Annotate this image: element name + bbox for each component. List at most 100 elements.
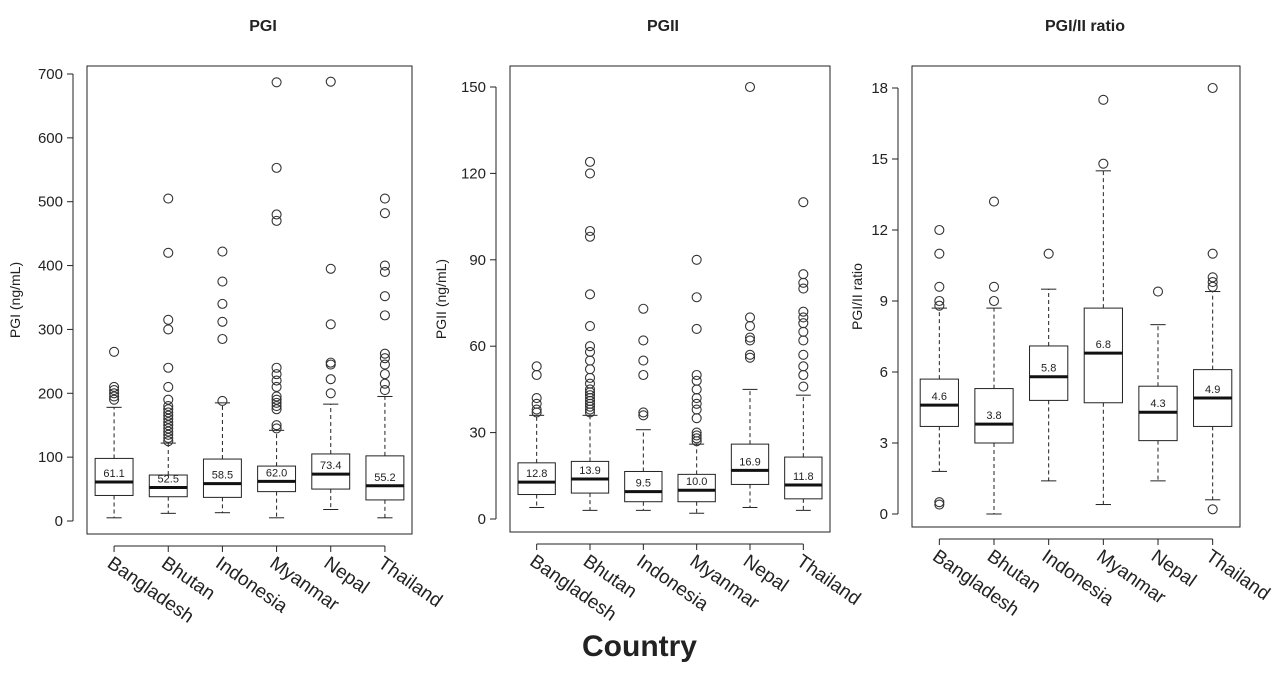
chart2-y-tick-label: 90 [469, 252, 486, 269]
chart2-outlier-point [691, 427, 702, 438]
chart1-outlier-point [271, 162, 282, 173]
chart3-outlier-point [1043, 248, 1054, 259]
chart2-box-myanmar [677, 473, 716, 503]
chart2-outlier-point [798, 277, 809, 288]
chart1-outlier-point [109, 394, 120, 405]
chart1-outlier-point [379, 348, 390, 359]
chart1-outlier-point [109, 381, 120, 392]
chart1-outlier-point [109, 346, 120, 357]
chart3-box-myanmar [1083, 307, 1123, 404]
chart3-median-label: 4.3 [1150, 398, 1165, 410]
chart2-outlier-point [584, 156, 596, 167]
chart1-outlier-point [325, 263, 336, 274]
chart2-outlier-point [798, 283, 809, 294]
chart3-outlier-point [1207, 277, 1218, 288]
chart1-outlier-point [163, 410, 174, 421]
chart1-median-label: 58.5 [212, 470, 233, 482]
chart1-median-label: 73.4 [320, 460, 341, 472]
chart1-outlier-point [271, 209, 282, 220]
chart1-outlier-point [325, 388, 336, 399]
chart1-outlier-point [163, 429, 174, 440]
chart2-outlier-point [584, 320, 596, 332]
chart1-outlier-point [217, 246, 228, 257]
chart2-outlier-point [798, 312, 809, 323]
chart1-outlier-point [271, 394, 282, 405]
chart1-title: PGI [249, 18, 277, 35]
chart2-outlier-point [798, 335, 809, 346]
chart2-outlier-point [584, 168, 596, 179]
chart1-y-tick-label: 600 [38, 130, 63, 147]
chart2-outlier-point [638, 303, 649, 314]
chart2-outlier-point [744, 81, 756, 93]
chart1-outlier-point [271, 404, 282, 415]
chart1-y-tick-label: 500 [38, 194, 63, 211]
chart1-outlier-point [379, 291, 390, 302]
chart3-outlier-point [934, 224, 945, 236]
chart2-outlier-point [744, 320, 756, 332]
chart2-outlier-point [691, 430, 702, 441]
chart1-outlier-point [163, 314, 174, 325]
chart2-x-tick-label: Thailand [792, 551, 864, 610]
chart3-outlier-point [1207, 272, 1218, 283]
chart2-y-tick-label: 30 [469, 425, 486, 442]
chart1-y-tick-label: 400 [38, 258, 63, 275]
chart1-outlier-point [163, 324, 174, 335]
chart2-outlier-point [584, 341, 596, 352]
chart1-outlier-point [271, 423, 282, 434]
chart1-outlier-point [379, 369, 390, 380]
chart1-outlier-point [163, 247, 174, 258]
chart3-outlier-point [934, 300, 945, 311]
chart2-outlier-point [584, 378, 596, 389]
chart2-outlier-point [798, 306, 809, 317]
chart2-outlier-point [584, 225, 596, 237]
chart2-outlier-point [691, 398, 702, 409]
chart3-outlier-point [988, 196, 1000, 207]
chart2-outlier-point [531, 398, 542, 409]
chart1-box-thailand [365, 455, 405, 501]
chart2-y-axis-label: PGII (ng/mL) [433, 259, 449, 339]
chart2-outlier-point [638, 355, 649, 366]
chart2-outlier-point [691, 323, 702, 334]
chart2-box-indonesia [624, 470, 663, 503]
chart1-y-tick-label: 300 [38, 321, 63, 338]
chart2-box-thailand [784, 456, 823, 500]
chart2-outlier-point [691, 369, 702, 381]
chart3-outlier-point [934, 295, 945, 307]
chart2-outlier-point [744, 335, 756, 346]
chart2-box-bhutan [570, 460, 610, 494]
chart3-outlier-point [934, 497, 945, 508]
chart2-outlier-point [691, 433, 702, 444]
chart1-median-label: 55.2 [374, 472, 395, 484]
chart1-outlier-point [379, 208, 390, 219]
chart1-outlier-point [379, 193, 390, 204]
chart2-outlier-point [798, 269, 809, 280]
chart1-outlier-point [271, 420, 282, 431]
chart3-outlier-point [988, 295, 1000, 307]
chart1-outlier-point [163, 420, 174, 431]
chart3-box-bangladesh [919, 378, 959, 427]
chart1-outlier-point [271, 369, 282, 380]
chart2-median-label: 11.8 [793, 471, 814, 483]
chart2-outlier-point [744, 312, 756, 323]
chart2-outlier-point [531, 392, 542, 404]
chart1-outlier-point [217, 316, 228, 327]
chart3-y-tick-label: 3 [880, 435, 888, 452]
chart3-median-label: 5.8 [1041, 363, 1056, 375]
chart3-y-tick-label: 0 [880, 506, 888, 523]
chart1-outlier-point [217, 333, 228, 345]
chart1-outlier-point [379, 385, 390, 396]
chart1-outlier-point [271, 215, 282, 226]
chart3-outlier-point [1152, 286, 1164, 297]
chart3-y-tick-label: 12 [871, 222, 888, 239]
chart1-y-tick-label: 200 [38, 385, 63, 402]
chart1-x-tick-label: Thailand [374, 553, 446, 612]
chart3-y-tick-label: 9 [880, 293, 888, 310]
chart1-median-label: 61.1 [103, 468, 124, 480]
chart1-outlier-point [217, 298, 228, 309]
chart2-outlier-point [798, 361, 809, 372]
chart1-plot-frame [86, 65, 413, 535]
chart1-outlier-point [163, 436, 174, 447]
chart1-outlier-point [163, 407, 174, 418]
chart1-outlier-point [163, 362, 174, 373]
